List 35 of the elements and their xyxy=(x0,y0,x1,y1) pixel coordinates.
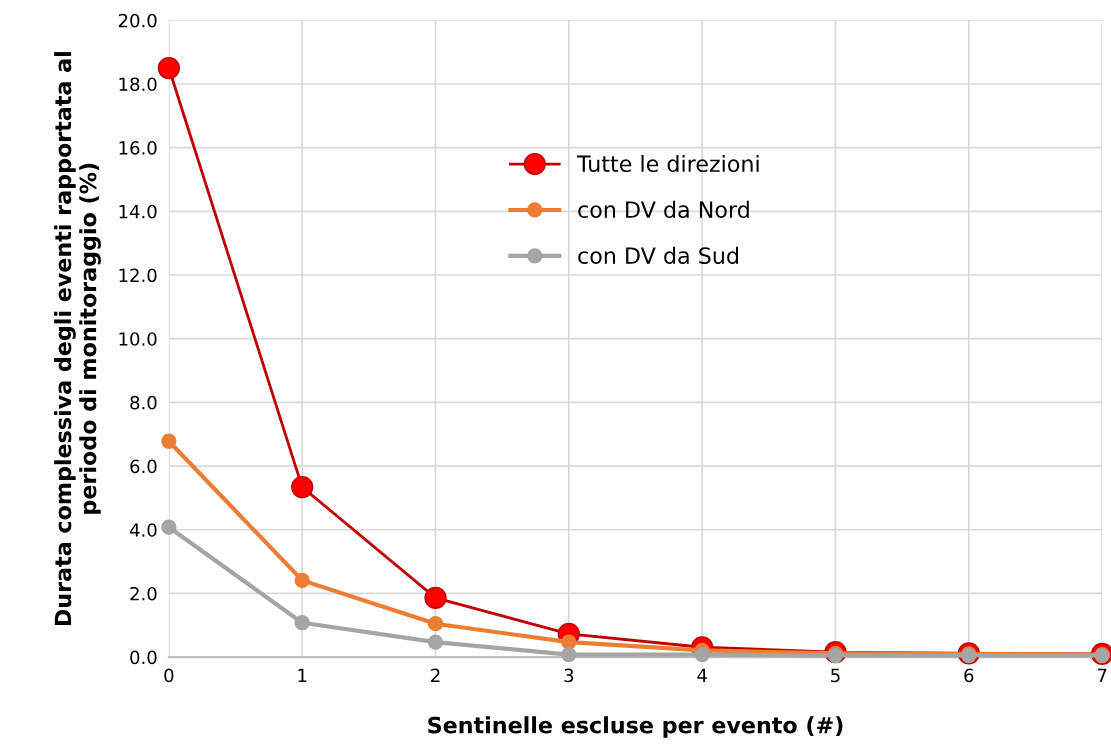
point xyxy=(294,572,310,589)
legend-label: con DV da Sud xyxy=(578,246,739,265)
x-tick-label: 0 xyxy=(164,668,174,683)
point xyxy=(427,616,444,632)
y-tick-label: 18.0 xyxy=(119,77,157,92)
x-tick-label: 7 xyxy=(1097,668,1107,682)
y-tick-label: 8.0 xyxy=(130,395,157,410)
point xyxy=(424,586,447,610)
y-tick-label: 4.0 xyxy=(129,523,157,537)
x-tick-label: 2 xyxy=(431,668,440,682)
point xyxy=(694,646,710,663)
point xyxy=(294,615,310,631)
y-tick-label: 2.0 xyxy=(130,586,157,601)
y-tick-label: 12.0 xyxy=(119,268,157,283)
point xyxy=(427,634,444,650)
x-tick-label: 1 xyxy=(298,668,307,682)
legend-label: con DV da Nord xyxy=(578,200,749,219)
legend-label: Tutte le direzioni xyxy=(576,154,759,173)
y-tick-label: 20.0 xyxy=(118,13,157,28)
y-tick-label: 10.0 xyxy=(119,332,157,346)
point xyxy=(161,519,177,535)
point xyxy=(161,433,177,449)
point xyxy=(561,646,577,663)
point xyxy=(291,475,314,499)
y-tick-label: 16.0 xyxy=(119,141,157,155)
x-axis-title: Sentinelle escluse per evento (#) xyxy=(428,716,843,738)
y-tick-label: 14.0 xyxy=(119,204,157,219)
y-axis-title: Durata complessiva degli eventi rapportata al periodo di monitoraggio (%) xyxy=(54,52,101,626)
x-tick-label: 3 xyxy=(564,668,574,683)
y-tick-label: 0.0 xyxy=(130,650,157,665)
x-tick-label: 4 xyxy=(697,668,707,682)
y-tick-label: 6.0 xyxy=(130,459,157,474)
point xyxy=(157,56,180,80)
x-tick-label: 5 xyxy=(831,668,840,683)
x-tick-label: 6 xyxy=(964,668,974,683)
